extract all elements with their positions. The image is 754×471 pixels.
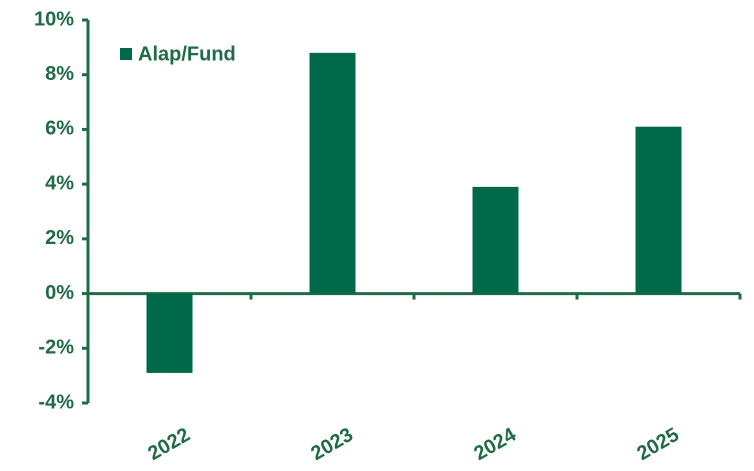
y-tick-label: 10% (34, 8, 74, 30)
x-tick-label: 2022 (144, 424, 194, 465)
y-tick-label: -4% (38, 391, 74, 413)
y-tick-label: 4% (45, 172, 74, 194)
bar (309, 52, 356, 294)
y-tick-label: 8% (45, 63, 74, 85)
y-tick-label: 6% (45, 118, 74, 140)
bar (146, 293, 193, 373)
x-tick-label: 2024 (470, 423, 520, 465)
legend-swatch (120, 48, 132, 60)
legend-label: Alap/Fund (138, 43, 236, 65)
x-tick-label: 2025 (633, 424, 683, 465)
bar (472, 186, 519, 294)
y-tick-label: -2% (38, 337, 74, 359)
y-tick-label: 2% (45, 227, 74, 249)
y-tick-label: 0% (45, 282, 74, 304)
bar (635, 126, 682, 294)
x-tick-label: 2023 (307, 424, 357, 465)
